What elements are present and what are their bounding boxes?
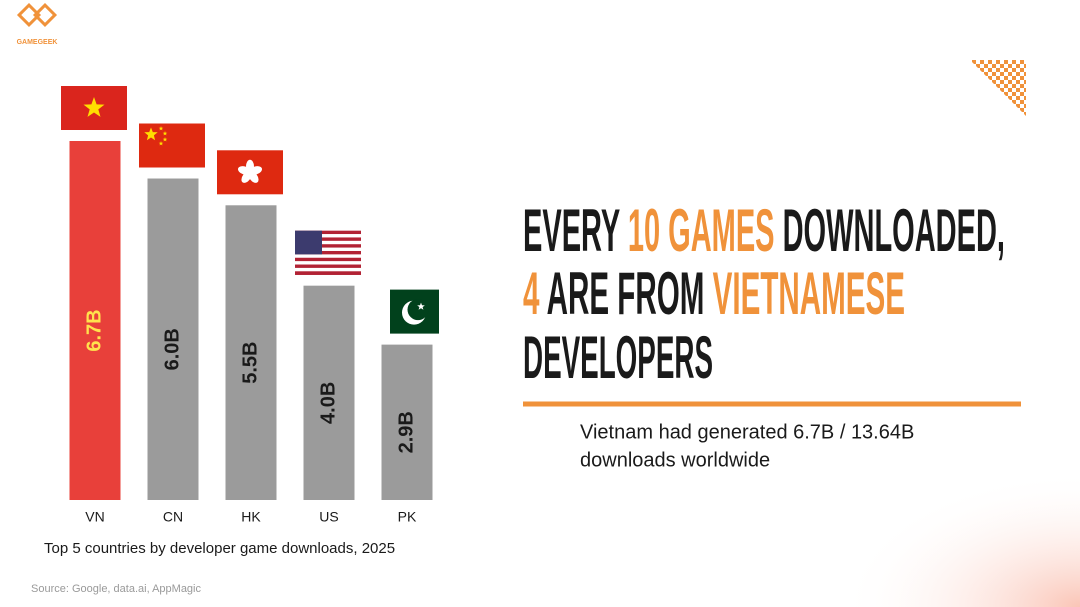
flag bbox=[373, 289, 439, 334]
flag-star bbox=[162, 137, 168, 142]
flag-stripe bbox=[295, 247, 361, 252]
x-tick-label: US bbox=[319, 509, 338, 525]
headline-segment: EVERY bbox=[523, 197, 620, 264]
flag-field bbox=[139, 123, 205, 168]
x-tick-label: CN bbox=[163, 509, 183, 525]
logo-text: GAMEGEEK bbox=[17, 39, 58, 46]
flag-petal bbox=[237, 166, 251, 175]
subtext: downloads worldwide bbox=[580, 449, 770, 471]
value-label: 2.9B bbox=[395, 411, 417, 453]
flag-stripe bbox=[295, 244, 361, 248]
flag-stripe bbox=[295, 230, 361, 235]
value-label: 4.0B bbox=[317, 382, 339, 424]
flag-star bbox=[83, 97, 105, 117]
x-tick-label: PK bbox=[398, 509, 417, 525]
headline: EVERY 10 GAMES DOWNLOADED,4 ARE FROM VIE… bbox=[523, 197, 1005, 391]
source: Source: Google, data.ai, AppMagic bbox=[31, 583, 201, 595]
flag-stripe bbox=[295, 261, 361, 265]
bar bbox=[225, 205, 277, 500]
flag-stripe bbox=[295, 264, 361, 269]
bar-chart: 6.7B VN 6.0B CN 5.5B HK 4.0B US 2.9B PK bbox=[61, 86, 439, 525]
flag-star bbox=[158, 141, 164, 146]
flag-stripe bbox=[295, 267, 361, 272]
flag-canton bbox=[295, 230, 322, 255]
flag-star bbox=[417, 302, 425, 310]
headline-segment: ARE FROM bbox=[547, 260, 705, 327]
bar bbox=[147, 178, 199, 501]
headline-line: EVERY 10 GAMES DOWNLOADED, bbox=[523, 197, 1005, 264]
flag-star bbox=[158, 126, 164, 131]
corner-glow bbox=[680, 380, 1080, 607]
flag-hoist bbox=[373, 289, 390, 334]
flag-stripe bbox=[295, 257, 361, 262]
flag-stripe bbox=[295, 250, 361, 255]
value-label: 5.5B bbox=[239, 342, 261, 384]
headline-line: 4 ARE FROM VIETNAMESE bbox=[523, 260, 905, 327]
flag bbox=[217, 150, 283, 195]
flag-stripe bbox=[295, 271, 361, 275]
headline-segment: 10 GAMES bbox=[628, 197, 775, 264]
bar bbox=[303, 285, 355, 500]
flag-star bbox=[162, 131, 168, 136]
chart-caption: Top 5 countries by developer game downlo… bbox=[44, 540, 395, 557]
flag bbox=[295, 230, 361, 275]
headline-segment: DEVELOPERS bbox=[523, 324, 713, 391]
flag-stripe bbox=[295, 240, 361, 245]
headline-segment: DOWNLOADED, bbox=[783, 197, 1005, 264]
headline-segment: 4 bbox=[523, 260, 540, 327]
checker-decoration bbox=[970, 60, 1026, 116]
bar bbox=[69, 141, 121, 500]
flag bbox=[61, 86, 127, 130]
flag-star bbox=[144, 127, 158, 141]
flag-stripe bbox=[295, 254, 361, 259]
x-tick-label: HK bbox=[241, 509, 261, 525]
flag-stripe bbox=[295, 234, 361, 238]
bar bbox=[381, 344, 433, 500]
flag-stripe bbox=[295, 237, 361, 242]
logo-icon bbox=[16, 2, 58, 28]
headline-segment: VIETNAMESE bbox=[713, 260, 905, 327]
flag bbox=[139, 123, 205, 168]
value-label: 6.7B bbox=[83, 309, 105, 351]
flag-crescent-cut bbox=[407, 299, 429, 321]
value-label: 6.0B bbox=[161, 328, 183, 370]
x-tick-label: VN bbox=[85, 509, 104, 525]
subtext: Vietnam had generated 6.7B / 13.64B bbox=[580, 421, 914, 443]
headline-line: DEVELOPERS bbox=[523, 324, 713, 391]
